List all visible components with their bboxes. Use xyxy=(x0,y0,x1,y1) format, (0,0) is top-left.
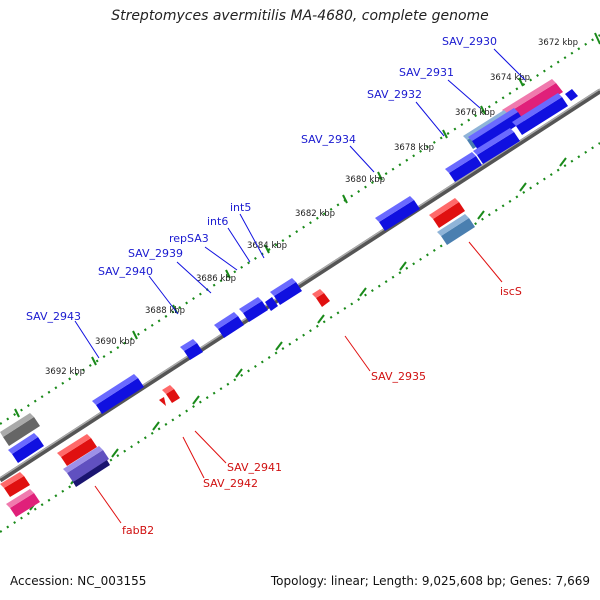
gene-iscs-red-feature[interactable] xyxy=(429,198,465,228)
scale-label: 3676 kbp xyxy=(455,108,495,118)
label-sav2931[interactable]: SAV_2931 xyxy=(399,66,454,79)
label-repsa3[interactable]: repSA3 xyxy=(169,232,209,245)
gene-fabb2-navy-feature[interactable] xyxy=(73,460,110,487)
scale-label: 3674 kbp xyxy=(490,73,530,83)
label-sav2940[interactable]: SAV_2940 xyxy=(98,265,153,278)
gene-sav2941-feature[interactable] xyxy=(162,385,180,403)
scale-track-forward xyxy=(0,34,600,425)
scale-label: 3692 kbp xyxy=(45,367,85,377)
label-sav2941[interactable]: SAV_2941 xyxy=(227,461,282,474)
gene-int6-feature[interactable] xyxy=(265,297,278,311)
label-sav2932[interactable]: SAV_2932 xyxy=(367,88,422,101)
gene-right-long-feature[interactable] xyxy=(512,93,568,135)
gene-fabb2-red-feature[interactable] xyxy=(57,434,97,466)
gene-int5-feature[interactable] xyxy=(270,278,302,305)
label-fabb2[interactable]: fabB2 xyxy=(122,524,154,537)
label-sav2943[interactable]: SAV_2943 xyxy=(26,310,81,323)
reverse-genes xyxy=(0,198,475,517)
gene-fabb2-violet-feature[interactable] xyxy=(63,446,109,482)
reverse-label-leaders xyxy=(94,241,503,524)
scale-label: 3690 kbp xyxy=(95,337,135,347)
major-ticks-reverse xyxy=(29,157,567,511)
gene-left-pink-feature[interactable] xyxy=(6,489,40,517)
label-sav2934[interactable]: SAV_2934 xyxy=(301,133,356,146)
gene-left-red-feature[interactable] xyxy=(0,472,30,497)
scale-label: 3684 kbp xyxy=(247,241,287,251)
gene-3682-feature[interactable] xyxy=(375,196,420,231)
gene-right-arrow-feature[interactable] xyxy=(565,89,578,101)
major-ticks-forward xyxy=(14,32,600,418)
label-sav2935[interactable]: SAV_2935 xyxy=(371,370,426,383)
genome-backbone-highlight xyxy=(0,88,600,479)
gene-sav2930-feature[interactable] xyxy=(502,79,563,123)
gene-left-grey-feature[interactable] xyxy=(0,413,40,446)
scale-label: 3682 kbp xyxy=(295,209,335,219)
genome-backbone xyxy=(0,88,600,483)
scale-label: 3672 kbp xyxy=(538,38,578,48)
gene-iscs-steel-feature[interactable] xyxy=(437,214,475,245)
label-sav2930[interactable]: SAV_2930 xyxy=(442,35,497,48)
scale-label: 3686 kbp xyxy=(196,274,236,284)
label-int5[interactable]: int5 xyxy=(230,201,251,214)
gene-sav2943-feature[interactable] xyxy=(92,374,144,414)
gene-left-blue-feature[interactable] xyxy=(8,433,44,463)
reverse-labels: iscS SAV_2935 SAV_2941 SAV_2942 fabB2 xyxy=(122,285,522,537)
forward-label-leaders xyxy=(74,48,526,359)
map-title: Streptomyces avermitilis MA-4680, comple… xyxy=(111,8,489,24)
label-sav2939[interactable]: SAV_2939 xyxy=(128,247,183,260)
forward-labels: SAV_2930 SAV_2931 SAV_2932 SAV_2934 int5… xyxy=(26,35,497,323)
accession-text: Accession: NC_003155 xyxy=(10,574,147,588)
gene-mid-right-feature[interactable] xyxy=(473,128,520,164)
gene-sav2932-feature[interactable] xyxy=(468,108,524,150)
gene-sav2939-feature[interactable] xyxy=(214,312,244,338)
scale-label: 3680 kbp xyxy=(345,175,385,185)
scale-label: 3678 kbp xyxy=(394,143,434,153)
label-sav2942[interactable]: SAV_2942 xyxy=(203,477,258,490)
gene-sav2942-feature[interactable] xyxy=(159,397,166,406)
gene-sav2934-feature[interactable] xyxy=(445,152,482,182)
label-int6[interactable]: int6 xyxy=(207,215,228,228)
gene-sav2940-feature[interactable] xyxy=(180,339,203,360)
gene-sav2935-feature[interactable] xyxy=(312,289,330,307)
gene-repsa3-feature[interactable] xyxy=(239,297,268,322)
forward-genes xyxy=(0,79,578,463)
label-iscs[interactable]: iscS xyxy=(500,285,522,298)
summary-text: Topology: linear; Length: 9,025,608 bp; … xyxy=(270,574,590,588)
scale-labels: 3672 kbp 3674 kbp 3676 kbp 3678 kbp 3680… xyxy=(45,38,578,377)
scale-label: 3688 kbp xyxy=(145,306,185,316)
